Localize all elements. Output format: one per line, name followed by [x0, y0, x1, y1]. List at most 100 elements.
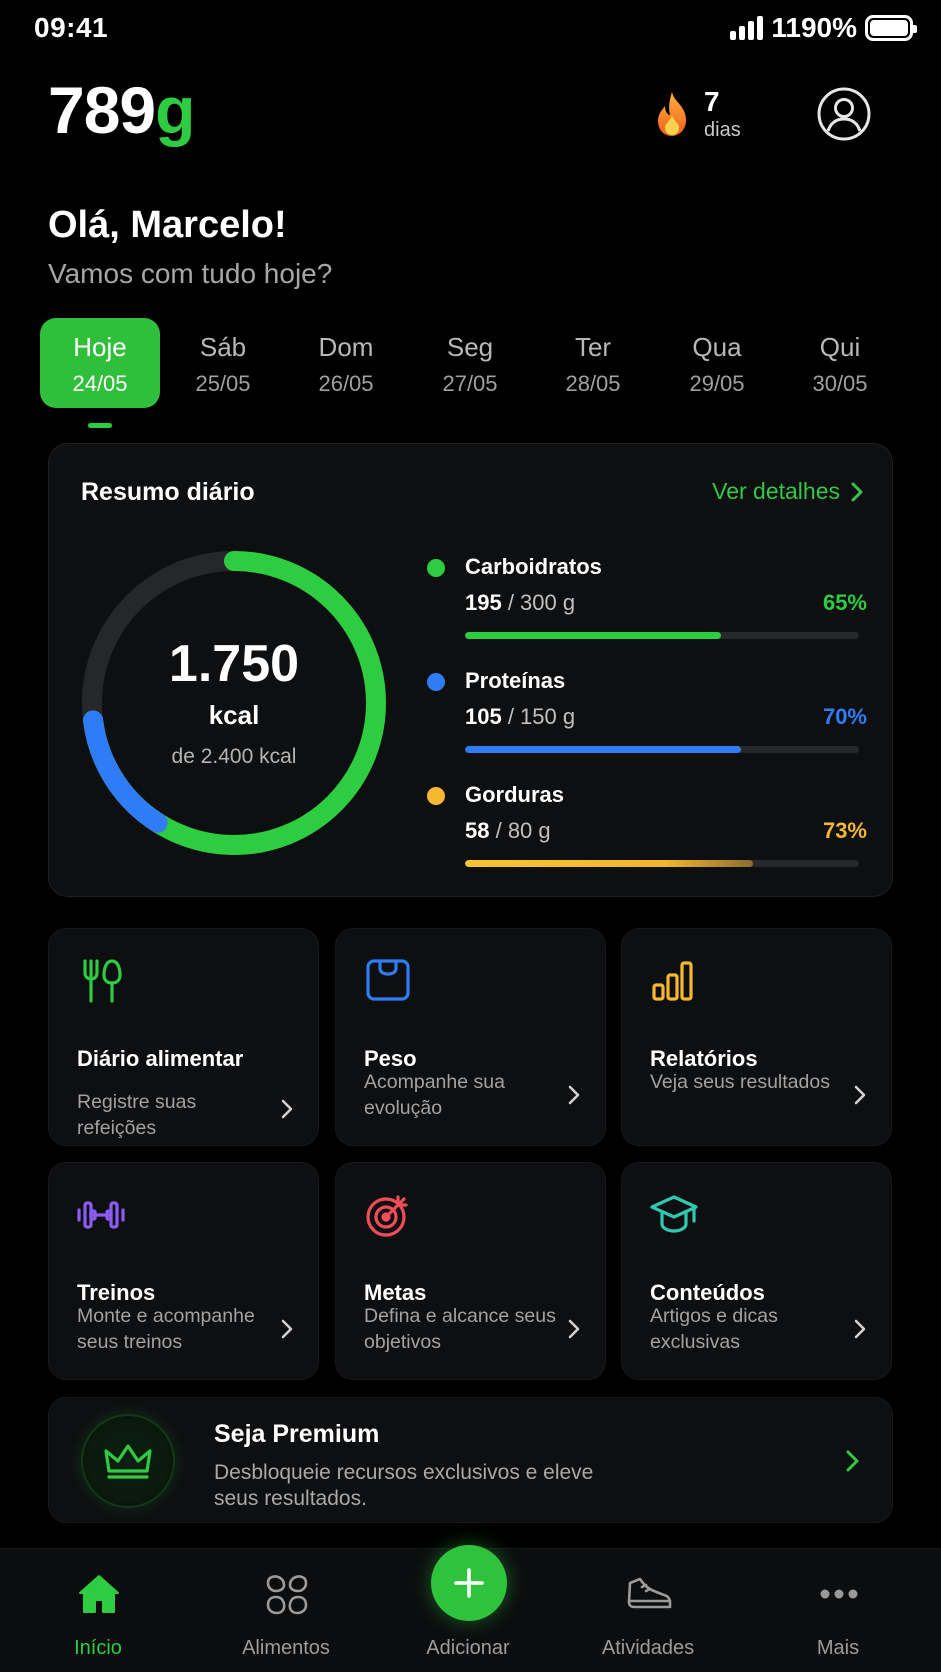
chevron-right-icon: [281, 1099, 293, 1119]
view-details-link[interactable]: Ver detalhes: [712, 478, 864, 505]
summary-title: Resumo diário: [81, 478, 255, 506]
card-goals[interactable]: Metas Defina e alcance seus objetivos: [335, 1162, 606, 1380]
streak-label: dias: [704, 119, 741, 141]
dumbbell-icon: [77, 1201, 125, 1229]
macro-target: / 80 g: [489, 818, 551, 843]
card-food-diary[interactable]: Diário alimentar Registre suas refeições: [48, 928, 319, 1146]
macro-values: 58 / 80 g: [465, 818, 551, 844]
macro-dot: [427, 559, 445, 577]
chevron-right-icon: [851, 482, 863, 501]
macro-percent: 65%: [822, 590, 867, 615]
macro-dot: [427, 673, 445, 691]
card-title: Treinos: [77, 1280, 156, 1305]
nav-foods[interactable]: Alimentos: [206, 1549, 366, 1672]
battery-icon: [865, 15, 917, 41]
chevron-right-icon: [854, 1319, 866, 1339]
macro-protein: Proteínas 105 / 150 g 70%: [427, 664, 867, 778]
day-tab[interactable]: Sáb 25/05: [163, 318, 283, 408]
nav-label: Adicionar: [426, 1637, 510, 1659]
signal-icon: [730, 16, 764, 40]
macro-percent: 70%: [822, 704, 867, 729]
calorie-ring-progress: [82, 551, 386, 855]
day-selector: Hoje 24/05 Sáb 25/05 Dom 26/05 Seg 27/05…: [40, 318, 910, 410]
plus-icon: [454, 1568, 484, 1598]
macro-progress-bar: [465, 632, 859, 639]
day-date: 28/05: [565, 371, 621, 396]
card-weight[interactable]: Peso Acompanhe sua evolução: [335, 928, 606, 1146]
day-tab[interactable]: Ter 28/05: [533, 318, 653, 408]
card-description: Acompanhe sua evolução: [364, 1071, 505, 1119]
status-bar: 09:41 1190%: [0, 0, 941, 56]
day-date: 29/05: [689, 371, 745, 396]
day-tab[interactable]: Dom 26/05: [286, 318, 406, 408]
nav-home[interactable]: Início: [18, 1549, 178, 1672]
day-active-indicator: [88, 423, 112, 428]
day-tab[interactable]: Qui 30/05: [780, 318, 900, 408]
day-tab-today[interactable]: Hoje 24/05: [40, 318, 160, 408]
premium-banner[interactable]: Seja Premium Desbloqueie recursos exclus…: [48, 1397, 893, 1523]
nav-label: Atividades: [601, 1637, 695, 1659]
macro-percent: 73%: [822, 818, 867, 843]
daily-summary-card: Resumo diário Ver detalhes 1.750 kcal de…: [48, 443, 893, 897]
chevron-right-icon: [568, 1085, 580, 1105]
card-description: Monte e acompanhe seus treinos: [77, 1305, 255, 1353]
card-workouts[interactable]: Treinos Monte e acompanhe seus treinos: [48, 1162, 319, 1380]
card-description: Veja seus resultados: [650, 1071, 830, 1093]
macro-values: 105 / 150 g: [465, 704, 575, 730]
macro-target: / 150 g: [501, 704, 576, 729]
battery-percentage: 1190%: [771, 12, 857, 43]
macro-current: 195: [465, 590, 502, 615]
logo-number: 789: [48, 73, 156, 147]
nav-add[interactable]: Adicionar: [388, 1549, 548, 1672]
day-name: Ter: [574, 332, 612, 362]
macro-progress-bar: [465, 860, 859, 867]
calories-goal: de 2.400 kcal: [171, 744, 297, 768]
food-icon: [266, 1575, 308, 1615]
macro-progress-fill: [465, 632, 722, 639]
macro-progress-fill: [465, 860, 753, 867]
card-contents[interactable]: Conteúdos Artigos e dicas exclusivas: [621, 1162, 892, 1380]
card-description: Registre suas refeições: [77, 1091, 197, 1139]
more-icon: [820, 1589, 858, 1599]
chevron-right-icon: [854, 1085, 866, 1105]
day-name: Qua: [692, 332, 742, 362]
day-date: 30/05: [812, 371, 868, 396]
premium-title: Seja Premium: [214, 1420, 380, 1448]
streak-count: 7: [704, 86, 720, 117]
day-tab[interactable]: Seg 27/05: [410, 318, 530, 408]
target-icon: [366, 1195, 408, 1237]
crown-icon: [104, 1444, 152, 1479]
card-reports[interactable]: Relatórios Veja seus resultados: [621, 928, 892, 1146]
sneaker-icon: [627, 1577, 672, 1609]
macro-progress-bar: [465, 746, 859, 753]
macro-current: 58: [465, 818, 490, 843]
card-title: Conteúdos: [650, 1280, 765, 1305]
macro-values: 195 / 300 g: [465, 590, 575, 616]
day-date: 24/05: [72, 371, 128, 396]
day-name: Seg: [446, 332, 494, 362]
profile-button[interactable]: [816, 86, 872, 142]
nav-activities[interactable]: Atividades: [568, 1549, 728, 1672]
day-name: Dom: [318, 332, 374, 362]
day-tab[interactable]: Qua 29/05: [657, 318, 777, 408]
add-button[interactable]: [431, 1545, 507, 1621]
flame-icon: [658, 92, 686, 136]
macro-target: / 300 g: [501, 590, 576, 615]
nav-label: Mais: [816, 1637, 860, 1659]
card-description: Defina e alcance seus objetivos: [364, 1305, 556, 1353]
card-title: Diário alimentar: [77, 1046, 244, 1071]
chevron-right-icon: [846, 1450, 859, 1472]
premium-description: Desbloqueie recursos exclusivos e eleve …: [214, 1461, 594, 1510]
card-title: Metas: [364, 1280, 427, 1305]
nav-more[interactable]: Mais: [758, 1549, 918, 1672]
day-date: 26/05: [318, 371, 374, 396]
macro-list: Carboidratos 195 / 300 g 65% Proteínas 1…: [427, 550, 867, 892]
day-date: 27/05: [442, 371, 498, 396]
card-title: Peso: [364, 1046, 417, 1071]
streak-counter[interactable]: 7 dias: [652, 88, 741, 140]
day-name: Qui: [819, 332, 861, 362]
user-icon: [817, 87, 871, 141]
status-time: 09:41: [34, 12, 109, 43]
macro-name: Gorduras: [465, 782, 565, 807]
macro-carbs: Carboidratos 195 / 300 g 65%: [427, 550, 867, 664]
